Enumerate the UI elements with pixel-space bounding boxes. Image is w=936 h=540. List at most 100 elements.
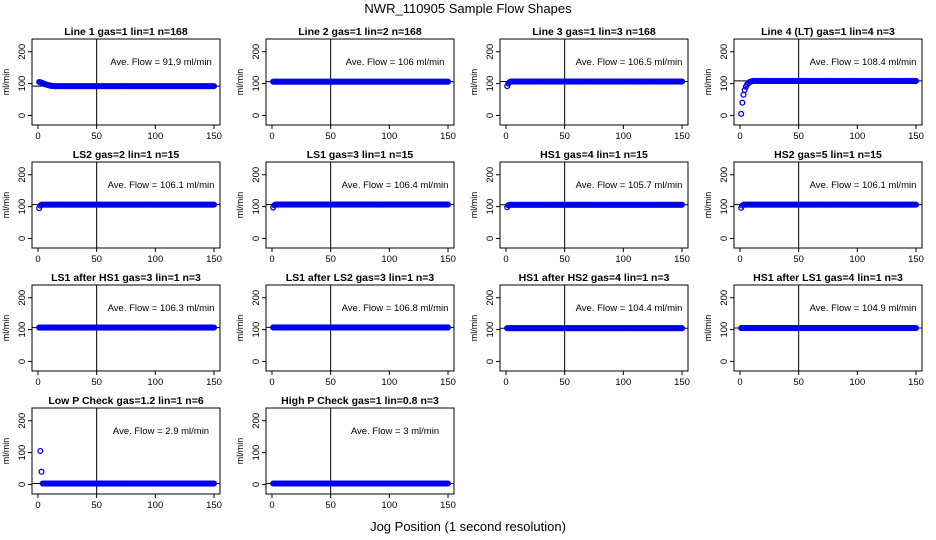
y-tick-label: 200 (17, 290, 28, 306)
panel-6: LS1 gas=3 lin=1 n=15 0 50 100 150 0 100 200 ml/m… (235, 149, 456, 265)
x-tick-label: 100 (147, 500, 163, 511)
x-tick-label: 0 (269, 377, 274, 388)
x-tick-label: 150 (674, 131, 690, 142)
y-axis-title: ml/min (235, 315, 245, 342)
x-tick-label: 0 (35, 500, 40, 511)
x-tick-label: 0 (737, 254, 742, 265)
x-tick-label: 100 (147, 377, 163, 388)
x-tick-label: 50 (793, 254, 804, 265)
average-flow-label: Ave. Flow = 106.4 ml/min (342, 180, 449, 191)
average-flow-label: Ave. Flow = 106.5 ml/min (576, 57, 683, 68)
y-tick-label: 0 (17, 482, 28, 487)
average-flow-label: Ave. Flow = 104.4 ml/min (576, 303, 683, 314)
y-tick-label: 200 (719, 167, 730, 183)
x-tick-label: 50 (91, 377, 102, 388)
panel-title: HS1 after LS1 gas=4 lin=1 n=3 (753, 272, 903, 284)
y-tick-label: 0 (719, 236, 730, 241)
average-flow-label: Ave. Flow = 106.8 ml/min (342, 303, 449, 314)
y-tick-label: 0 (251, 236, 262, 241)
y-tick-label: 100 (485, 76, 496, 92)
data-point (444, 78, 452, 85)
x-tick-label: 150 (206, 377, 222, 388)
data-point (38, 468, 45, 475)
x-tick-label: 0 (737, 377, 742, 388)
x-tick-label: 100 (849, 254, 865, 265)
panel-11: HS1 after HS2 gas=4 lin=1 n=3 0 50 100 150 0 1… (469, 272, 690, 388)
average-flow-label: Ave. Flow = 106 ml/min (346, 57, 445, 68)
y-tick-label: 0 (485, 359, 496, 364)
x-tick-label: 50 (91, 254, 102, 265)
y-tick-label: 0 (251, 359, 262, 364)
data-point (444, 201, 452, 208)
x-tick-label: 50 (559, 131, 570, 142)
y-tick-label: 0 (17, 359, 28, 364)
plot-frame (31, 407, 221, 495)
x-tick-label: 50 (559, 377, 570, 388)
x-tick-label: 150 (440, 131, 456, 142)
y-tick-label: 100 (17, 199, 28, 215)
y-axis-title: ml/min (703, 315, 713, 342)
x-tick-label: 150 (206, 131, 222, 142)
y-tick-label: 200 (485, 290, 496, 306)
y-tick-label: 0 (719, 359, 730, 364)
average-flow-label: Ave. Flow = 3 ml/min (351, 426, 439, 437)
y-tick-label: 100 (485, 322, 496, 338)
x-tick-label: 100 (849, 377, 865, 388)
panel-title: HS2 gas=5 lin=1 n=15 (774, 149, 882, 161)
x-tick-label: 100 (147, 131, 163, 142)
data-point (739, 99, 746, 106)
x-tick-label: 150 (206, 500, 222, 511)
y-tick-label: 200 (17, 413, 28, 429)
x-tick-label: 50 (91, 131, 102, 142)
x-tick-label: 100 (381, 377, 397, 388)
x-tick-label: 150 (440, 500, 456, 511)
panel-title: LS2 gas=2 lin=1 n=15 (73, 149, 180, 161)
y-tick-label: 100 (719, 322, 730, 338)
x-tick-label: 0 (737, 131, 742, 142)
x-tick-label: 50 (325, 377, 336, 388)
panel-title: LS1 after HS1 gas=3 lin=1 n=3 (51, 272, 201, 284)
x-tick-label: 100 (381, 131, 397, 142)
y-tick-label: 200 (17, 44, 28, 60)
y-tick-label: 0 (485, 113, 496, 118)
y-axis-title: ml/min (235, 438, 245, 465)
x-tick-label: 150 (440, 377, 456, 388)
panel-title: Low P Check gas=1.2 lin=1 n=6 (48, 395, 203, 407)
average-flow-label: Ave. Flow = 106.1 ml/min (108, 180, 215, 191)
y-tick-label: 0 (719, 113, 730, 118)
y-axis-title: ml/min (1, 438, 11, 465)
average-flow-label: Ave. Flow = 105.7 ml/min (576, 180, 683, 191)
y-tick-label: 0 (251, 482, 262, 487)
x-tick-label: 150 (908, 254, 924, 265)
y-tick-label: 200 (485, 44, 496, 60)
panel-2: Line 2 gas=1 lin=2 n=168 0 50 100 150 0 100 200… (235, 26, 456, 142)
x-tick-label: 150 (908, 131, 924, 142)
average-flow-label: Ave. Flow = 104.9 ml/min (810, 303, 917, 314)
data-point (37, 447, 44, 455)
plot-frame (265, 407, 455, 495)
panel-3: Line 3 gas=1 lin=3 n=168 0 50 100 150 0 100 200… (469, 26, 690, 142)
x-tick-label: 100 (147, 254, 163, 265)
panel-8: HS2 gas=5 lin=1 n=15 0 50 100 150 0 100 200 ml/m… (703, 149, 924, 265)
average-flow-label: Ave. Flow = 91.9 ml/min (110, 57, 211, 68)
y-tick-label: 200 (251, 167, 262, 183)
data-point (912, 324, 920, 332)
data-point (210, 480, 218, 487)
data-point (678, 201, 686, 208)
x-tick-label: 50 (559, 254, 570, 265)
figure-title: NWR_110905 Sample Flow Shapes (364, 1, 572, 16)
x-tick-label: 150 (206, 254, 222, 265)
y-tick-label: 100 (251, 76, 262, 92)
x-tick-label: 150 (674, 254, 690, 265)
panel-title: HS1 after HS2 gas=4 lin=1 n=3 (519, 272, 670, 284)
data-point (912, 77, 920, 84)
y-tick-label: 100 (485, 199, 496, 215)
y-tick-label: 100 (251, 322, 262, 338)
data-point (210, 201, 218, 208)
y-axis-title: ml/min (235, 69, 245, 96)
panel-7: HS1 gas=4 lin=1 n=15 0 50 100 150 0 100 200 ml/m… (469, 149, 690, 265)
x-tick-label: 0 (503, 377, 508, 388)
x-tick-label: 50 (793, 377, 804, 388)
data-point (444, 480, 452, 487)
